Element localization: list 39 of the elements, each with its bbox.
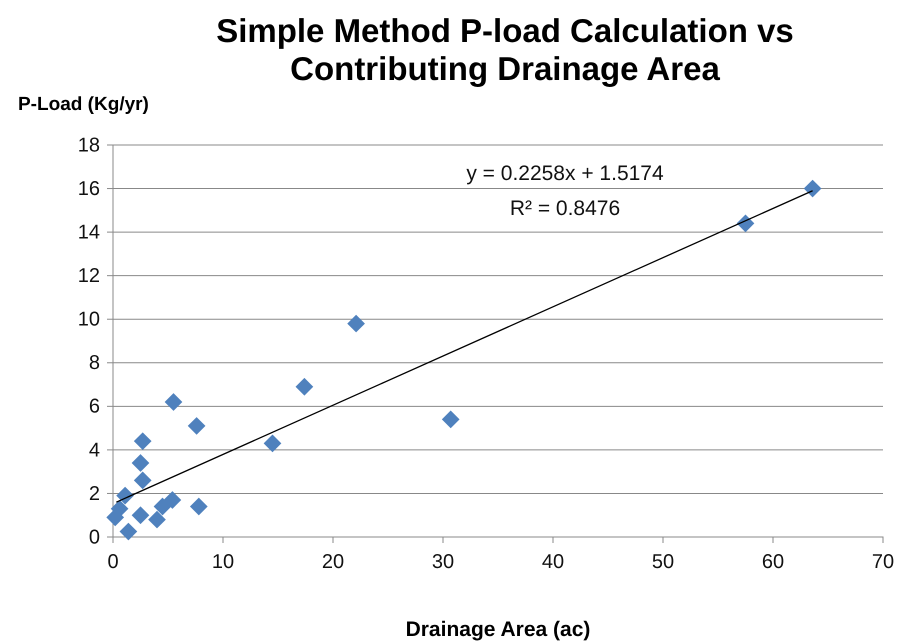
point — [154, 498, 172, 516]
point — [347, 314, 365, 332]
point — [148, 510, 166, 528]
point — [132, 506, 150, 524]
y-tick-label: 4 — [88, 439, 100, 462]
point — [190, 498, 208, 516]
x-tick-label: 50 — [652, 551, 674, 573]
y-tick-label: 14 — [78, 222, 100, 244]
point — [134, 472, 152, 490]
y-tick-label: 0 — [88, 526, 100, 548]
x-tick-label: 70 — [872, 551, 894, 573]
point — [442, 410, 460, 428]
annotation: y = 0.2258x + 1.5174 — [466, 162, 664, 185]
y-tick-label: 16 — [78, 178, 100, 200]
y-tick-label: 12 — [78, 265, 100, 288]
x-tick-label: 60 — [762, 551, 784, 573]
point — [264, 434, 282, 452]
annotation: R² = 0.8476 — [510, 197, 620, 220]
point — [164, 491, 182, 509]
point — [164, 393, 182, 411]
point — [296, 378, 314, 396]
x-axis-title: Drainage Area (ac) — [406, 618, 590, 641]
chart-title: Simple Method P-load Calculation vs Contributing Drainage Area — [216, 12, 794, 87]
point — [132, 454, 150, 472]
y-tick-label: 6 — [88, 396, 100, 418]
x-tick-label: 20 — [322, 551, 344, 573]
y-tick-label: 18 — [78, 134, 100, 156]
y-tick-label: 10 — [78, 308, 100, 331]
y-axis-title: P-Load (Kg/yr) — [18, 94, 149, 115]
point — [804, 180, 822, 198]
x-tick-label: 30 — [432, 551, 454, 573]
y-tick-label: 8 — [88, 352, 100, 374]
point — [134, 432, 152, 450]
x-tick-label: 40 — [542, 551, 564, 573]
point — [120, 522, 138, 540]
x-tick-label: 10 — [212, 551, 234, 573]
point — [188, 417, 206, 435]
x-tick-label: 0 — [107, 551, 119, 573]
y-tick-label: 2 — [88, 482, 100, 505]
